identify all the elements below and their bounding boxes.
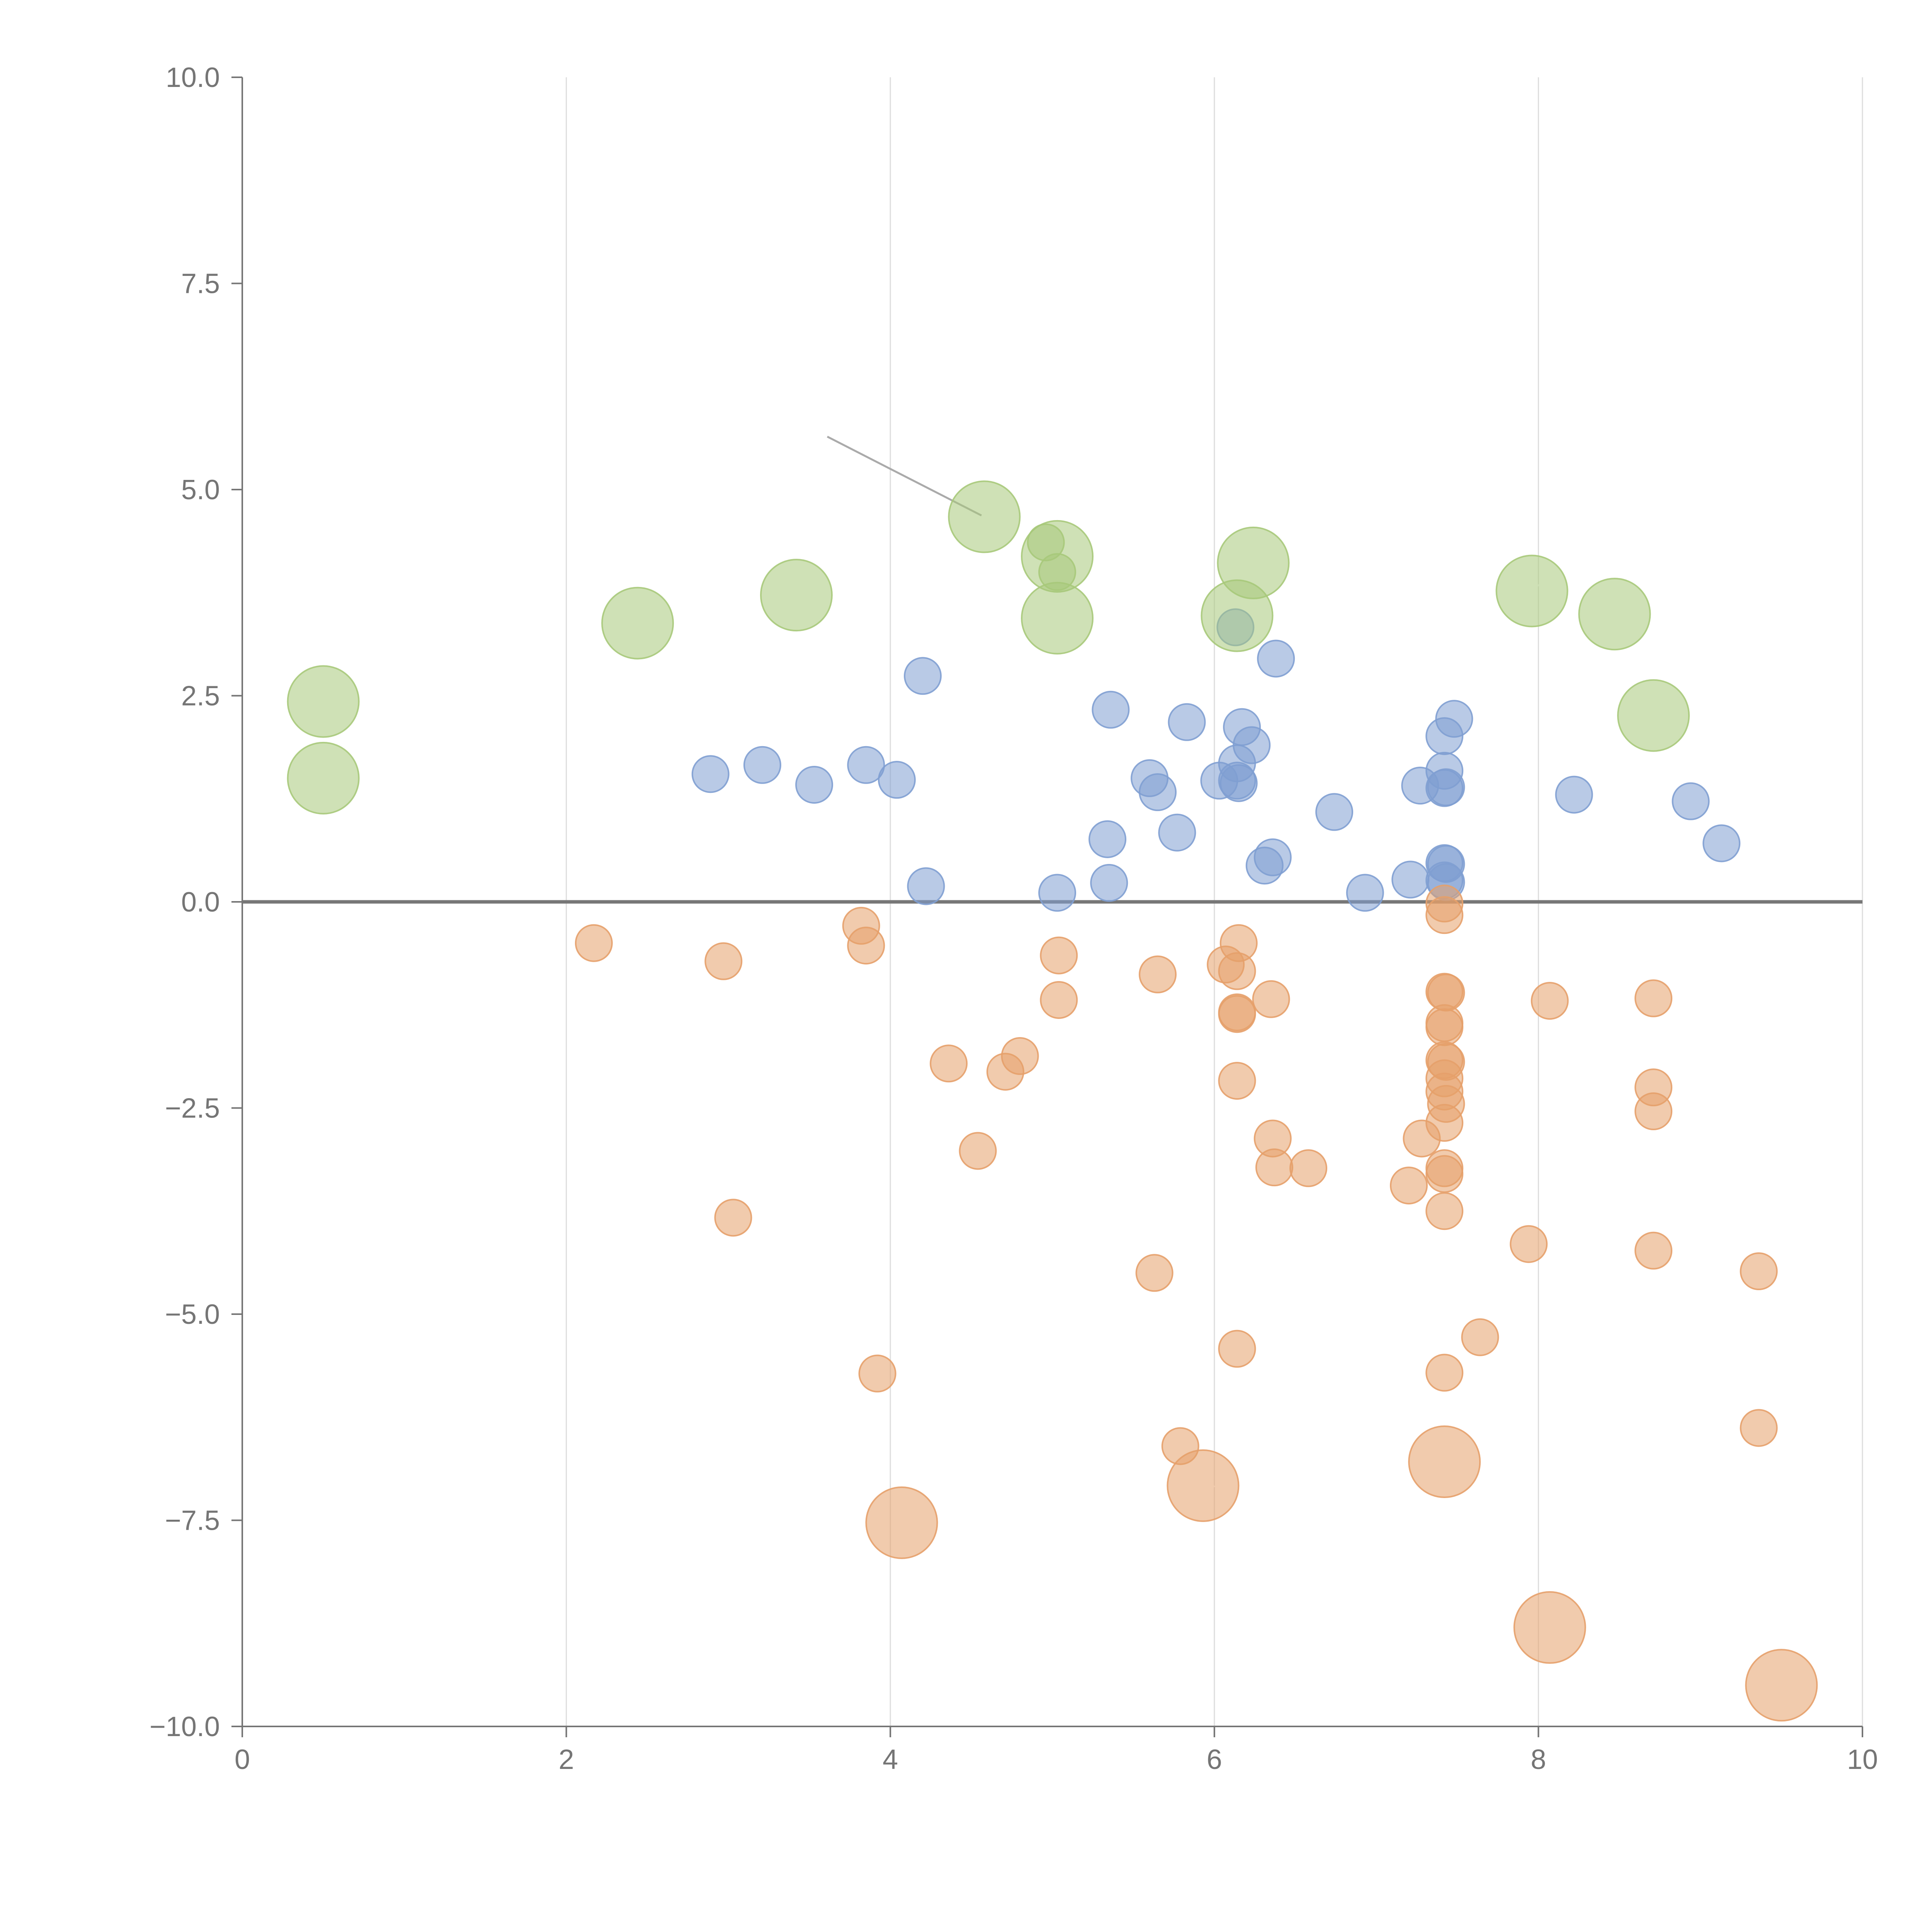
blue-bubble [1346,874,1384,912]
orange-bubble [1040,936,1078,975]
orange-bubble [1218,1062,1256,1100]
blue-bubble [1218,762,1256,800]
blue-bubble [878,761,916,799]
blue-bubble [847,746,885,784]
blue-bubble [904,657,942,695]
green-bubble [1217,526,1290,599]
blue-bubble [1038,874,1077,912]
x-tick-label: 10 [1847,1744,1878,1775]
y-tick-label: −5.0 [165,1299,220,1330]
green-bubble [287,665,360,738]
orange-bubble [1389,1167,1428,1205]
blue-bubble [1435,700,1473,738]
orange-large-bubble [1167,1449,1240,1522]
orange-bubble [1634,1231,1673,1270]
x-tick-label: 8 [1531,1744,1546,1775]
orange-bubble [959,1132,997,1170]
x-tick-label: 6 [1207,1744,1222,1775]
y-tick-label: 10.0 [166,62,220,93]
blue-bubble [1555,776,1593,814]
orange-bubble [1740,1252,1778,1291]
orange-bubble [1425,1354,1464,1392]
orange-bubble [1252,980,1290,1018]
blue-bubble [691,755,730,793]
orange-bubble [847,927,885,965]
orange-bubble [1289,1149,1327,1187]
blue-bubble [743,746,781,784]
blue-bubble [1672,782,1710,820]
orange-bubble [1135,1254,1173,1292]
y-tick-label: 7.5 [181,269,220,299]
orange-bubble [1425,1155,1464,1193]
orange-bubble [575,924,613,962]
green-bubble [1617,679,1690,752]
green-small-bubble [1038,553,1077,591]
orange-large-bubble [1745,1649,1818,1722]
orange-bubble [1461,1318,1499,1356]
blue-bubble [1315,793,1354,831]
orange-bubble [1510,1225,1548,1263]
blue-bubble [1253,838,1292,876]
blue-bubble [795,765,833,804]
blue-bubble [1168,703,1206,741]
orange-bubble [1218,1330,1256,1368]
green-bubble [1495,554,1568,628]
orange-bubble [1634,979,1673,1017]
orange-bubble [1001,1037,1039,1075]
orange-bubble [1255,1148,1293,1187]
orange-large-bubble [1408,1425,1481,1498]
green-bubble [948,480,1021,553]
green-bubble [601,587,674,660]
green-bubble [1578,578,1651,651]
orange-large-bubble [865,1486,938,1559]
y-tick-label: −10.0 [150,1711,220,1742]
orange-bubble [714,1199,752,1237]
blue-bubble [1092,690,1130,729]
green-bubble [1021,582,1094,655]
blue-bubble [1427,768,1465,806]
blue-bubble [907,867,945,905]
orange-bubble [1531,982,1569,1020]
data-points [287,480,1818,1722]
orange-bubble [1634,1092,1673,1131]
orange-bubble [1218,993,1256,1031]
orange-bubble [1425,1192,1464,1230]
orange-large-bubble [1513,1591,1586,1664]
orange-bubble [1139,955,1177,993]
x-tick-label: 4 [883,1744,898,1775]
blue-bubble [1158,813,1196,852]
blue-bubble [1233,726,1271,764]
orange-bubble [858,1354,896,1393]
x-tick-label: 2 [559,1744,574,1775]
y-tick-label: −2.5 [165,1093,220,1124]
x-tick-label: 0 [235,1744,250,1775]
y-tick-label: 5.0 [181,474,220,505]
orange-bubble [1740,1409,1778,1447]
orange-bubble [1218,952,1256,990]
green-bubble [760,559,833,632]
y-tick-label: −7.5 [165,1505,220,1536]
orange-bubble [1040,981,1078,1019]
orange-bubble [1425,1008,1464,1046]
blue-bubble [1088,820,1127,858]
y-axis-ticks: 10.0 7.5 5.0 2.5 0.0 −2.5 −5.0 −7.5 −10.0 [150,62,242,1742]
y-tick-label: 0.0 [181,887,220,918]
orange-bubble [704,942,743,980]
blue-bubble [1139,773,1177,811]
green-bubble [287,742,360,815]
blue-bubble [1702,824,1741,862]
blue-bubble [1391,861,1430,899]
orange-bubble [930,1044,968,1083]
y-tick-label: 2.5 [181,681,220,712]
orange-bubble [1425,896,1464,934]
x-axis-ticks: 0 2 4 6 8 10 [235,1726,1878,1775]
blue-bubble [1257,639,1295,678]
blue-bubble [1090,864,1128,902]
orange-bubble [1425,1104,1464,1142]
